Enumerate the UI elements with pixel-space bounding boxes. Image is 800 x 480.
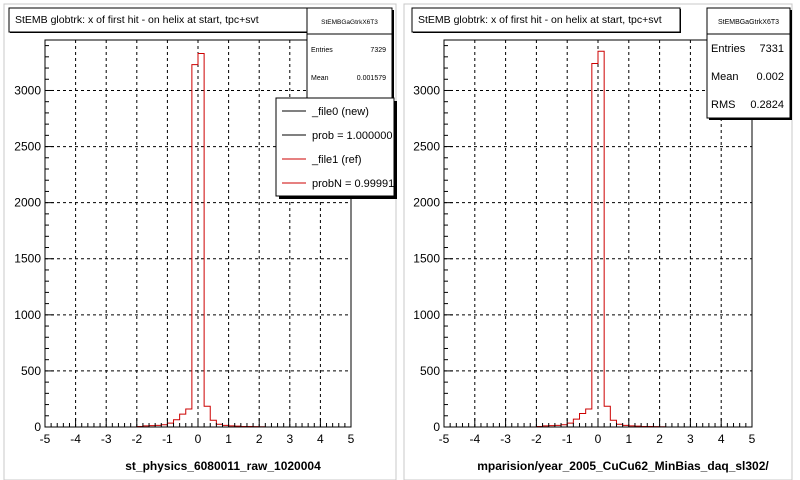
x-tick-label: -2: [531, 432, 542, 446]
x-tick-label: 4: [718, 432, 725, 446]
legend-entry-label: prob = 1.000000: [312, 130, 392, 142]
y-tick-label: 1500: [14, 252, 41, 266]
chart-title: StEMB globtrk: x of first hit - on helix…: [15, 14, 259, 26]
stats-row-value: 0.001579: [357, 75, 386, 82]
y-tick-label: 0: [433, 420, 440, 434]
stats-row-label: Entries: [711, 43, 746, 55]
grid-lines: [45, 40, 351, 427]
y-axis: 0 500 1000 1500 2000 2500 3000: [413, 45, 453, 434]
x-tick-label: 2: [656, 432, 663, 446]
y-tick-label: 500: [420, 364, 440, 378]
x-tick-label: 0: [195, 432, 202, 446]
x-tick-label: -2: [131, 432, 142, 446]
x-tick-label: 1: [625, 432, 632, 446]
x-tick-label: -1: [162, 432, 173, 446]
y-tick-label: 1000: [413, 308, 440, 322]
stats-row-label: Mean: [711, 71, 739, 83]
x-tick-label: 3: [687, 432, 694, 446]
stats-name: StEMBGaGtrkX6T3: [321, 19, 378, 26]
stats-row-label: RMS: [711, 99, 735, 111]
chart-title: StEMB globtrk: x of first hit - on helix…: [418, 14, 662, 26]
x-axis-label: st_physics_6080011_raw_1020004: [125, 459, 321, 473]
y-tick-label: 500: [21, 364, 41, 378]
legend-entry-label: probN = 0.999916: [312, 178, 400, 190]
y-tick-label: 3000: [413, 83, 440, 97]
stats-row-label: Entries: [311, 47, 333, 54]
y-tick-label: 2000: [14, 196, 41, 210]
y-tick-label: 2500: [413, 140, 440, 154]
stats-row-value: 7329: [370, 47, 386, 54]
y-tick-label: 1500: [413, 252, 440, 266]
title-box: [411, 7, 681, 33]
x-axis: -5 -4 -3 -2 -1 0 1 2 3 4 5: [40, 418, 355, 446]
x-tick-label: -3: [500, 432, 511, 446]
stats-row-value: 0.002: [756, 71, 784, 83]
x-axis-label: mparision/year_2005_CuCu62_MinBias_daq_s…: [477, 459, 769, 473]
x-tick-label: -4: [70, 432, 81, 446]
x-tick-label: 4: [317, 432, 324, 446]
legend: _file0 (new) prob = 1.000000 _file1 (ref) p…: [275, 97, 400, 199]
y-tick-label: 1000: [14, 308, 41, 322]
stats-name: StEMBGaGtrkX6T3: [718, 19, 779, 26]
legend-entries: _file0 (new) prob = 1.000000 _file1 (ref) p…: [282, 106, 400, 190]
y-tick-label: 3000: [14, 83, 41, 97]
x-tick-label: 5: [749, 432, 756, 446]
legend-entry-label: _file1 (ref): [311, 154, 362, 166]
histogram-panel-1: -5 -4 -3 -2 -1 0 1 2 3 4 5 0 500 1000 1500 2000 2500 3000…: [3, 3, 400, 480]
y-tick-label: 2000: [413, 196, 440, 210]
x-tick-label: -1: [562, 432, 573, 446]
y-tick-label: 0: [34, 420, 41, 434]
stats-row-value: 0.2824: [750, 99, 784, 111]
x-tick-label: -5: [40, 432, 51, 446]
histogram-panel-2: -5 -4 -3 -2 -1 0 1 2 3 4 5 0 500 1000 1500 2000 2500 3000…: [403, 3, 793, 480]
title-box: [8, 7, 308, 33]
legend-entry-label: _file0 (new): [311, 106, 369, 118]
x-tick-label: -5: [439, 432, 450, 446]
stats-box-frame: [706, 7, 791, 119]
x-tick-label: 3: [286, 432, 293, 446]
stats-row-label: Mean: [311, 75, 329, 82]
x-tick-label: 2: [256, 432, 263, 446]
stats-row-value: 7331: [760, 43, 784, 55]
y-axis: 0 500 1000 1500 2000 2500 3000: [14, 45, 54, 434]
x-tick-label: -3: [101, 432, 112, 446]
stats-box: StEMBGaGtrkX6T3 Entries 7331 Mean 0.002 RMS 0.…: [706, 7, 792, 120]
grid-lines: [444, 40, 752, 427]
x-tick-label: 0: [595, 432, 602, 446]
x-tick-label: 5: [348, 432, 355, 446]
x-tick-label: 1: [225, 432, 232, 446]
y-tick-label: 2500: [14, 140, 41, 154]
x-tick-label: -4: [469, 432, 480, 446]
x-axis: -5 -4 -3 -2 -1 0 1 2 3 4 5: [439, 418, 756, 446]
legend-frame: [275, 97, 395, 197]
